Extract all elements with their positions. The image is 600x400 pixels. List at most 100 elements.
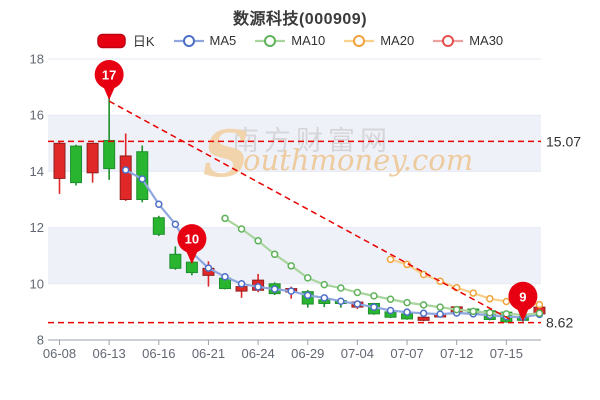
- y-axis-label: 12: [30, 220, 44, 235]
- legend-item-ma20[interactable]: MA20: [344, 33, 414, 49]
- ma20-marker: [419, 270, 428, 279]
- x-axis-label: 06-24: [241, 346, 274, 361]
- ma5-marker: [353, 300, 362, 308]
- candlestick: [169, 246, 182, 270]
- x-axis-label: 06-08: [43, 346, 76, 361]
- x-axis-label: 06-21: [192, 346, 225, 361]
- ma20-marker: [502, 297, 511, 306]
- candlestick: [152, 215, 165, 237]
- candlestick: [70, 144, 83, 186]
- trendline-dashed: [108, 100, 514, 322]
- candle-body: [70, 145, 83, 184]
- candle-body: [86, 142, 99, 174]
- legend-item-ma5[interactable]: MA5: [173, 33, 236, 49]
- ma10-marker: [370, 292, 378, 300]
- ma5-marker: [270, 285, 279, 293]
- y-axis-label: 18: [30, 52, 44, 67]
- legend-item-ma30[interactable]: MA30: [433, 33, 503, 49]
- ma5-marker: [221, 273, 229, 281]
- x-axis-label: 06-16: [142, 346, 175, 361]
- pin-marker: 9: [508, 281, 538, 322]
- ma5-marker: [155, 200, 163, 209]
- y-axis-label: 16: [30, 108, 44, 123]
- ma10-marker: [353, 288, 362, 297]
- ma10-marker: [452, 305, 461, 314]
- legend-item-ma10[interactable]: MA10: [255, 33, 325, 49]
- ma10-marker: [502, 310, 511, 318]
- x-axis-label: 06-29: [291, 346, 324, 361]
- kline-legend-icon: [97, 33, 126, 48]
- ma5-marker: [171, 220, 180, 228]
- ma5-legend-icon: [173, 34, 204, 47]
- candlestick: [103, 98, 116, 180]
- ma10-legend-icon: [255, 34, 286, 47]
- ma20-marker: [469, 289, 477, 297]
- pin-balloon: [94, 60, 124, 90]
- pin-marker: 10: [177, 224, 207, 265]
- ma5-marker: [204, 264, 213, 272]
- watermark-url: outhmoney.com: [243, 143, 473, 177]
- x-axis-label: 07-15: [490, 346, 523, 361]
- ma10-marker: [287, 262, 295, 270]
- ma5-marker: [320, 294, 329, 302]
- ma5-marker: [254, 283, 262, 291]
- pin-label: 9: [519, 289, 526, 304]
- pin-marker: 17: [94, 60, 124, 101]
- ma5-marker: [304, 291, 312, 300]
- watermark-initial: S: [203, 117, 249, 192]
- ma20-marker: [535, 300, 544, 309]
- x-axis-label: 07-07: [390, 346, 423, 361]
- candle-body: [53, 142, 66, 179]
- ma20-marker: [386, 255, 395, 264]
- ma20-marker: [486, 294, 494, 303]
- x-axis-label: 07-04: [341, 346, 374, 361]
- y-axis-label: 14: [30, 164, 44, 179]
- candlestick: [53, 141, 66, 194]
- pin-label: 17: [102, 68, 116, 83]
- ma5-marker: [436, 310, 444, 318]
- legend-item-日k[interactable]: 日K: [97, 31, 155, 50]
- reference-price-label: 8.62: [546, 315, 573, 331]
- candlestick: [86, 142, 99, 183]
- ma5-marker: [237, 280, 246, 288]
- ma10-marker: [403, 298, 411, 307]
- ma5-marker: [403, 308, 411, 316]
- ma5-marker: [121, 166, 130, 174]
- ma20-marker: [436, 277, 444, 286]
- ma10-marker: [419, 301, 428, 309]
- legend-label: 日K: [132, 34, 155, 49]
- ma10-marker: [469, 307, 477, 316]
- ma10-marker: [486, 308, 494, 317]
- candle-body: [152, 217, 165, 235]
- ma5-marker: [370, 303, 378, 311]
- legend-label: MA20: [380, 33, 415, 48]
- ma5-marker: [287, 287, 295, 295]
- candle-body: [417, 316, 430, 321]
- ma10-marker: [254, 237, 262, 245]
- x-axis-label: 06-13: [93, 346, 126, 361]
- chart-title: 数源科技(000909): [232, 11, 368, 28]
- ma10-marker: [436, 303, 444, 311]
- ma10-marker: [386, 295, 395, 304]
- legend-label: MA10: [291, 33, 326, 48]
- ma5-marker: [138, 175, 146, 183]
- chart-legend: 日K MA5 MA10 MA20 MA30: [0, 31, 600, 50]
- ma10-marker: [535, 309, 544, 318]
- x-axis-label: 07-12: [440, 346, 473, 361]
- ma30-legend-icon: [433, 34, 464, 47]
- candle-body: [169, 253, 182, 269]
- candlestick: [136, 145, 149, 203]
- ma10-marker: [304, 274, 312, 282]
- ma10-marker: [337, 284, 345, 292]
- y-axis-label: 10: [30, 276, 44, 291]
- ma5-marker: [337, 297, 345, 305]
- ma20-legend-icon: [344, 34, 375, 47]
- candle-body: [103, 139, 116, 170]
- ma5-marker: [386, 306, 395, 315]
- y-axis-label: 8: [37, 333, 44, 348]
- background-band: [48, 227, 541, 284]
- pin-balloon: [177, 224, 207, 254]
- ma10-marker: [221, 214, 229, 223]
- pin-label: 10: [185, 232, 199, 247]
